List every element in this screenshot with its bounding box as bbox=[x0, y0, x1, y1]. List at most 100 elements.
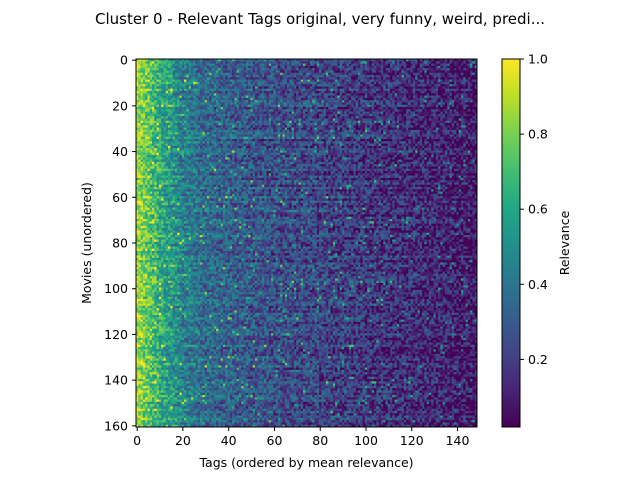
heatmap-cell bbox=[376, 82, 379, 85]
heatmap-cell bbox=[218, 114, 221, 117]
heatmap-cell bbox=[347, 100, 350, 103]
heatmap-cell bbox=[397, 125, 400, 128]
heatmap-cell bbox=[253, 98, 256, 101]
heatmap-cell bbox=[189, 82, 192, 85]
heatmap-cell bbox=[260, 109, 263, 112]
heatmap-cell bbox=[159, 82, 162, 85]
heatmap-cell bbox=[202, 96, 205, 99]
heatmap-cell bbox=[285, 128, 288, 131]
heatmap-cell bbox=[168, 116, 171, 119]
heatmap-cell bbox=[459, 61, 462, 64]
heatmap-cell bbox=[340, 80, 343, 83]
heatmap-cell bbox=[191, 84, 194, 87]
heatmap-cell bbox=[152, 84, 155, 87]
heatmap-cell bbox=[450, 118, 453, 121]
heatmap-cell bbox=[404, 125, 407, 128]
heatmap-cell bbox=[294, 73, 297, 76]
heatmap-cell bbox=[436, 82, 439, 85]
heatmap-cell bbox=[278, 109, 281, 112]
heatmap-cell bbox=[173, 109, 176, 112]
heatmap-cell bbox=[168, 132, 171, 135]
heatmap-cell bbox=[450, 116, 453, 119]
heatmap-cell bbox=[431, 107, 434, 110]
heatmap-cell bbox=[333, 102, 336, 105]
heatmap-cell bbox=[369, 89, 372, 92]
heatmap-cell bbox=[207, 123, 210, 126]
heatmap-cell bbox=[276, 64, 279, 67]
heatmap-cell bbox=[198, 100, 201, 103]
heatmap-cell bbox=[223, 107, 226, 110]
heatmap-cell bbox=[186, 118, 189, 121]
heatmap-cell bbox=[303, 109, 306, 112]
heatmap-cell bbox=[246, 134, 249, 137]
heatmap-cell bbox=[349, 114, 352, 117]
heatmap-cell bbox=[271, 121, 274, 124]
heatmap-cell bbox=[372, 89, 375, 92]
heatmap-cell bbox=[269, 130, 272, 133]
heatmap-cell bbox=[234, 125, 237, 128]
heatmap-cell bbox=[310, 107, 313, 110]
heatmap-cell bbox=[212, 96, 215, 99]
heatmap-cell bbox=[273, 128, 276, 131]
heatmap-cell bbox=[234, 130, 237, 133]
heatmap-cell bbox=[296, 93, 299, 96]
heatmap-cell bbox=[408, 112, 411, 115]
heatmap-cell bbox=[319, 107, 322, 110]
heatmap-cell bbox=[450, 68, 453, 71]
heatmap-cell bbox=[138, 75, 141, 78]
heatmap-cell bbox=[289, 116, 292, 119]
heatmap-cell bbox=[324, 68, 327, 71]
heatmap-cell bbox=[369, 73, 372, 76]
heatmap-cell bbox=[271, 77, 274, 80]
heatmap-cell bbox=[205, 93, 208, 96]
heatmap-cell bbox=[367, 100, 370, 103]
heatmap-cell bbox=[321, 132, 324, 135]
heatmap-cell bbox=[255, 82, 258, 85]
heatmap-cell bbox=[429, 93, 432, 96]
heatmap-cell bbox=[340, 82, 343, 85]
heatmap-cell bbox=[280, 64, 283, 67]
heatmap-cell bbox=[285, 89, 288, 92]
heatmap-cell bbox=[250, 112, 253, 115]
heatmap-cell bbox=[207, 73, 210, 76]
heatmap-cell bbox=[438, 125, 441, 128]
heatmap-cell bbox=[395, 128, 398, 131]
heatmap-cell bbox=[152, 112, 155, 115]
heatmap-cell bbox=[266, 125, 269, 128]
heatmap-cell bbox=[342, 61, 345, 64]
heatmap-cell bbox=[461, 61, 464, 64]
heatmap-cell bbox=[232, 128, 235, 131]
heatmap-cell bbox=[262, 132, 265, 135]
heatmap-cell bbox=[472, 77, 475, 80]
heatmap-cell bbox=[159, 91, 162, 94]
heatmap-cell bbox=[276, 121, 279, 124]
heatmap-cell bbox=[459, 118, 462, 121]
heatmap-cell bbox=[372, 116, 375, 119]
heatmap-cell bbox=[166, 100, 169, 103]
heatmap-cell bbox=[255, 116, 258, 119]
heatmap-cell bbox=[196, 75, 199, 78]
heatmap-cell bbox=[163, 105, 166, 108]
heatmap-cell bbox=[440, 96, 443, 99]
heatmap-cell bbox=[157, 82, 160, 85]
heatmap-cell bbox=[328, 61, 331, 64]
heatmap-cell bbox=[209, 73, 212, 76]
heatmap-cell bbox=[374, 82, 377, 85]
heatmap-cell bbox=[365, 132, 368, 135]
heatmap-cell bbox=[152, 80, 155, 83]
heatmap-cell bbox=[344, 77, 347, 80]
heatmap-cell bbox=[255, 125, 258, 128]
heatmap-cell bbox=[434, 128, 437, 131]
heatmap-cell bbox=[184, 75, 187, 78]
heatmap-cell bbox=[186, 66, 189, 69]
heatmap-cell bbox=[184, 89, 187, 92]
heatmap-cell bbox=[143, 98, 146, 101]
heatmap-cell bbox=[218, 77, 221, 80]
heatmap-cell bbox=[401, 91, 404, 94]
heatmap-cell bbox=[186, 82, 189, 85]
heatmap-cell bbox=[228, 107, 231, 110]
heatmap-cell bbox=[152, 114, 155, 117]
heatmap-cell bbox=[298, 102, 301, 105]
heatmap-cell bbox=[298, 134, 301, 137]
heatmap-cell bbox=[372, 125, 375, 128]
